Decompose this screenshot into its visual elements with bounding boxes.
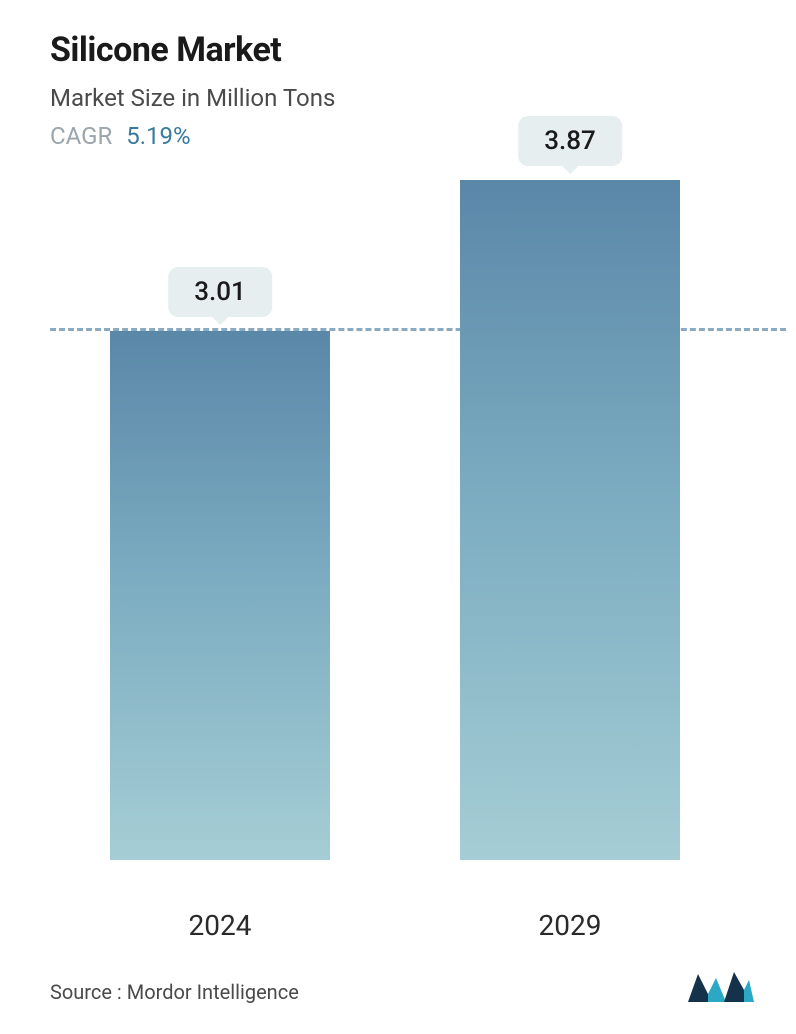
footer: Source : Mordor Intelligence — [50, 956, 756, 1004]
cagr-label: CAGR — [50, 122, 112, 150]
x-axis-label: 2024 — [110, 909, 330, 942]
infographic-container: Silicone Market Market Size in Million T… — [0, 0, 796, 1034]
cagr-value: 5.19% — [126, 122, 190, 150]
chart-subtitle: Market Size in Million Tons — [50, 84, 756, 112]
bar-fill — [110, 331, 330, 860]
bars-wrap: 3.01 3.87 — [50, 180, 756, 860]
header-block: Silicone Market Market Size in Million T… — [50, 30, 756, 180]
chart-title: Silicone Market — [50, 30, 756, 70]
x-axis-label: 2029 — [460, 909, 680, 942]
bar-fill — [460, 180, 680, 860]
source-text: Source : Mordor Intelligence — [50, 980, 299, 1004]
value-badge: 3.01 — [168, 267, 272, 317]
bar-2024: 3.01 — [110, 331, 330, 860]
cagr-row: CAGR 5.19% — [50, 122, 756, 150]
value-badge: 3.87 — [518, 116, 622, 166]
mordor-logo-icon — [686, 966, 756, 1004]
bar-2029: 3.87 — [460, 180, 680, 860]
chart-area: 3.01 3.87 2024 2029 — [50, 180, 756, 956]
